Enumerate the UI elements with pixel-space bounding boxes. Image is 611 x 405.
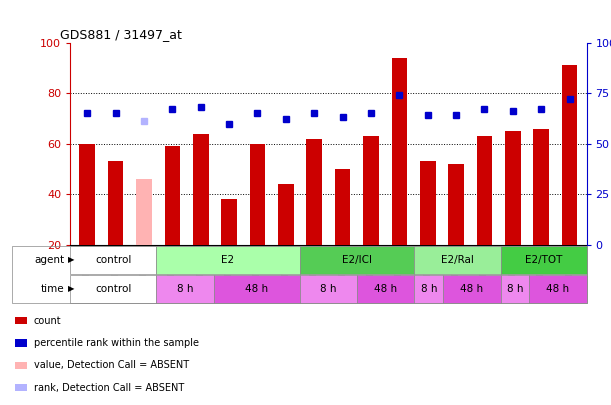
Bar: [164, 146, 180, 245]
Text: 48 h: 48 h: [245, 284, 268, 294]
Text: E2: E2: [221, 255, 235, 265]
Text: 8 h: 8 h: [507, 284, 523, 294]
Bar: [250, 144, 265, 245]
Bar: [533, 129, 549, 245]
Text: rank, Detection Call = ABSENT: rank, Detection Call = ABSENT: [34, 383, 184, 392]
Text: value, Detection Call = ABSENT: value, Detection Call = ABSENT: [34, 360, 189, 370]
Text: 48 h: 48 h: [374, 284, 397, 294]
Text: ▶: ▶: [68, 284, 75, 293]
Text: control: control: [95, 284, 131, 294]
Text: E2/Ral: E2/Ral: [441, 255, 474, 265]
Bar: [562, 65, 577, 245]
Bar: [307, 139, 322, 245]
Text: agent: agent: [34, 255, 64, 265]
Bar: [505, 131, 521, 245]
Text: 8 h: 8 h: [320, 284, 337, 294]
Bar: [221, 200, 237, 245]
Bar: [136, 179, 152, 245]
Text: 48 h: 48 h: [460, 284, 483, 294]
Text: E2/TOT: E2/TOT: [525, 255, 562, 265]
Text: GDS881 / 31497_at: GDS881 / 31497_at: [60, 28, 182, 41]
Text: percentile rank within the sample: percentile rank within the sample: [34, 338, 199, 348]
Bar: [108, 162, 123, 245]
Bar: [278, 184, 294, 245]
Bar: [420, 162, 436, 245]
Bar: [79, 144, 95, 245]
Bar: [335, 169, 350, 245]
Bar: [193, 134, 208, 245]
Text: ▶: ▶: [68, 256, 75, 264]
Bar: [392, 58, 407, 245]
Text: 8 h: 8 h: [420, 284, 437, 294]
Text: control: control: [95, 255, 131, 265]
Text: 48 h: 48 h: [546, 284, 569, 294]
Text: count: count: [34, 316, 61, 326]
Bar: [448, 164, 464, 245]
Text: E2/ICI: E2/ICI: [342, 255, 372, 265]
Text: time: time: [40, 284, 64, 294]
Bar: [363, 136, 379, 245]
Text: 8 h: 8 h: [177, 284, 193, 294]
Bar: [477, 136, 492, 245]
